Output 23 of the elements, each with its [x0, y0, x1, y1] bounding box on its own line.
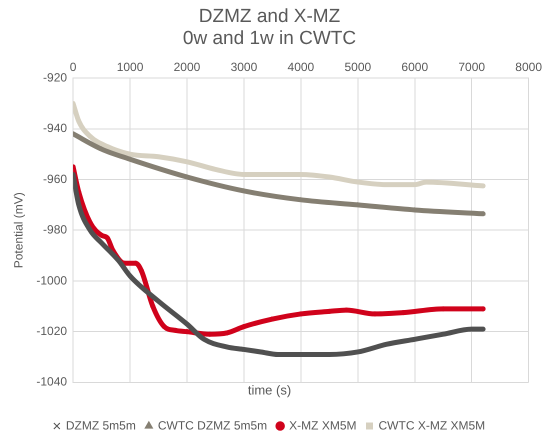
x-axis-title: time (s)	[248, 382, 292, 398]
y-tick-label: -960	[43, 172, 68, 186]
x-tick-label: 8000	[515, 60, 542, 74]
x-tick-label: 1000	[116, 60, 144, 74]
legend-label: DZMZ 5m5m	[66, 418, 136, 432]
x-tick-label: 7000	[458, 60, 486, 74]
legend-label: X-MZ XM5M	[289, 418, 357, 432]
y-tick-label: -940	[43, 121, 68, 136]
y-tick-label: -1000	[36, 273, 68, 288]
chart-title: DZMZ and X-MZ 0w and 1w in CWTC	[182, 6, 356, 50]
y-tick-label: -1020	[36, 324, 68, 338]
y-axis-title: Potential (mV)	[12, 192, 26, 268]
legend-label: CWTC X-MZ XM5M	[378, 418, 486, 432]
x-tick-label: 3000	[230, 60, 258, 74]
x-tick-label: 4000	[288, 60, 315, 74]
x-tick-label: 6000	[401, 60, 428, 74]
y-tick-label: -920	[43, 70, 68, 84]
x-tick-label: 2000	[174, 60, 201, 74]
legend-label: CWTC DZMZ 5m5m	[158, 418, 268, 432]
y-tick-label: -1040	[36, 374, 68, 389]
y-tick-label: -980	[43, 222, 68, 237]
x-tick-label: 5000	[344, 60, 372, 74]
x-tick-label: 0	[70, 60, 77, 74]
